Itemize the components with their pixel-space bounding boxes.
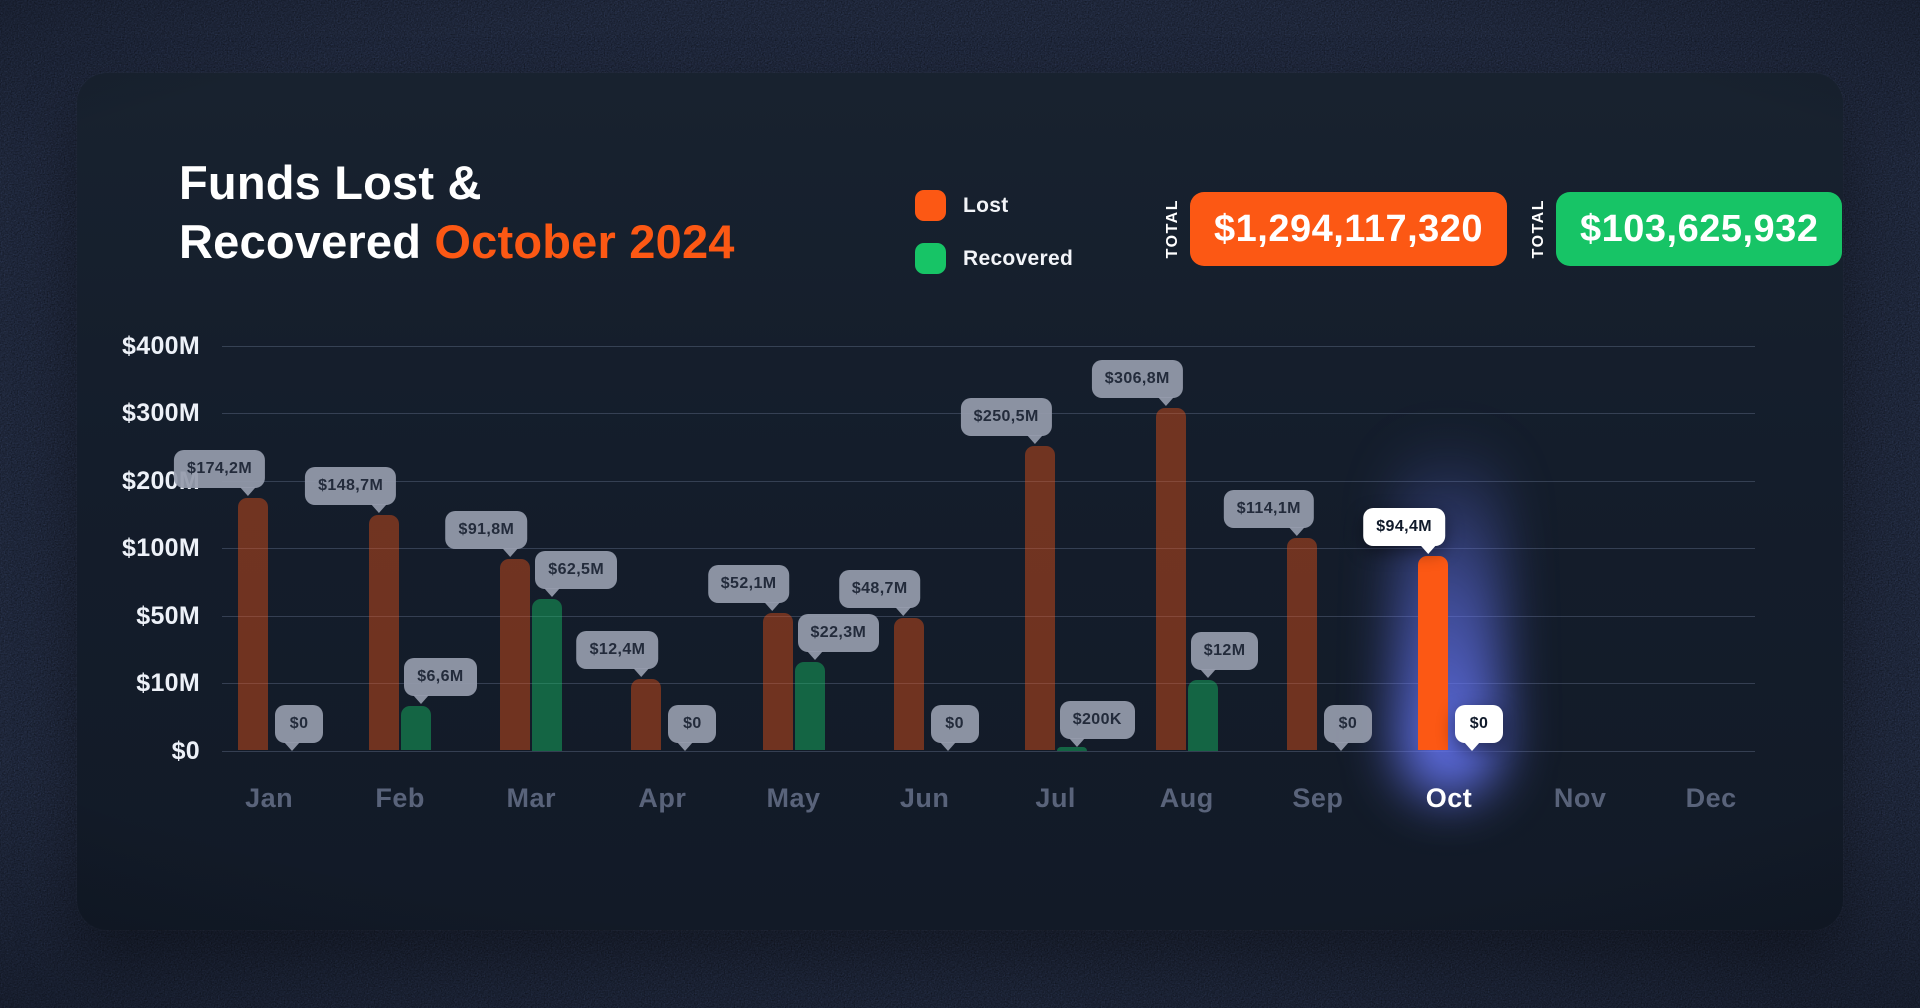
recovered-value-tooltip-feb: $6,6M <box>404 657 477 704</box>
bar-recovered-may[interactable] <box>794 662 825 751</box>
lost-value-tooltip-jul: $250,5M <box>960 398 1052 445</box>
bar-lost-apr[interactable] <box>631 678 662 751</box>
bar-lost-sep[interactable] <box>1286 538 1317 751</box>
y-axis-label: $400M <box>122 331 200 360</box>
x-axis-label-oct: Oct <box>1425 783 1473 813</box>
x-axis-label-nov: Nov <box>1553 783 1607 813</box>
bar-lost-mar[interactable] <box>500 559 531 751</box>
x-axis-label-jan: Jan <box>245 783 294 813</box>
recovered-value-tooltip-may: $22,3M <box>797 614 880 661</box>
lost-value-tooltip-oct: $94,4M <box>1363 507 1445 554</box>
bar-lost-jun[interactable] <box>893 617 924 751</box>
x-axis-label-may: May <box>766 783 821 813</box>
lost-value-tooltip-jan: $174,2M <box>174 449 266 496</box>
recovered-value-tooltip-jul: $200K <box>1059 701 1135 748</box>
gridline <box>222 750 1755 752</box>
gridline <box>222 480 1755 482</box>
y-axis-label: $300M <box>122 399 200 427</box>
bar-lost-aug[interactable] <box>1155 408 1186 751</box>
highlight-glow <box>1397 435 1501 797</box>
x-axis-label-jul: Jul <box>1035 783 1076 813</box>
recovered-value-tooltip-aug: $12M <box>1190 631 1259 678</box>
recovered-zero-tooltip-apr: $0 <box>668 704 717 751</box>
lost-value-tooltip-sep: $114,1M <box>1223 490 1314 537</box>
bar-recovered-feb[interactable] <box>401 705 432 751</box>
lost-value-tooltip-feb: $148,7M <box>305 467 397 514</box>
bar-lost-may[interactable] <box>762 612 793 751</box>
lost-value-tooltip-jun: $48,7M <box>838 569 921 616</box>
bar-recovered-mar[interactable] <box>532 598 563 751</box>
bar-recovered-aug[interactable] <box>1187 679 1218 751</box>
recovered-zero-tooltip-oct: $0 <box>1455 704 1503 751</box>
y-axis-label: $50M <box>136 601 200 630</box>
x-axis-label-jun: Jun <box>899 783 950 813</box>
x-axis-label-dec: Dec <box>1685 783 1737 813</box>
lost-value-tooltip-aug: $306,8M <box>1091 360 1183 407</box>
recovered-zero-tooltip-sep: $0 <box>1323 704 1372 751</box>
x-axis-label-aug: Aug <box>1159 783 1214 813</box>
x-axis-label-sep: Sep <box>1292 783 1344 813</box>
bar-lost-jan[interactable] <box>238 497 269 751</box>
gridline <box>222 345 1755 347</box>
recovered-value-tooltip-mar: $62,5M <box>535 550 618 597</box>
gridline <box>222 615 1755 617</box>
y-axis-label: $100M <box>122 534 200 562</box>
y-axis-label: $0 <box>171 736 200 765</box>
lost-value-tooltip-may: $52,1M <box>707 564 790 611</box>
x-axis-label-apr: Apr <box>638 783 687 813</box>
bar-lost-jul[interactable] <box>1024 446 1055 751</box>
recovered-zero-tooltip-jun: $0 <box>930 704 979 751</box>
x-axis-label-feb: Feb <box>375 783 425 813</box>
bar-lost-feb[interactable] <box>369 515 400 751</box>
bar-lost-oct[interactable] <box>1418 555 1448 751</box>
lost-value-tooltip-mar: $91,8M <box>445 511 528 558</box>
recovered-zero-tooltip-jan: $0 <box>275 704 324 751</box>
y-axis-label: $10M <box>136 669 200 697</box>
lost-value-tooltip-apr: $12,4M <box>576 630 659 677</box>
x-axis-label-mar: Mar <box>506 783 557 813</box>
